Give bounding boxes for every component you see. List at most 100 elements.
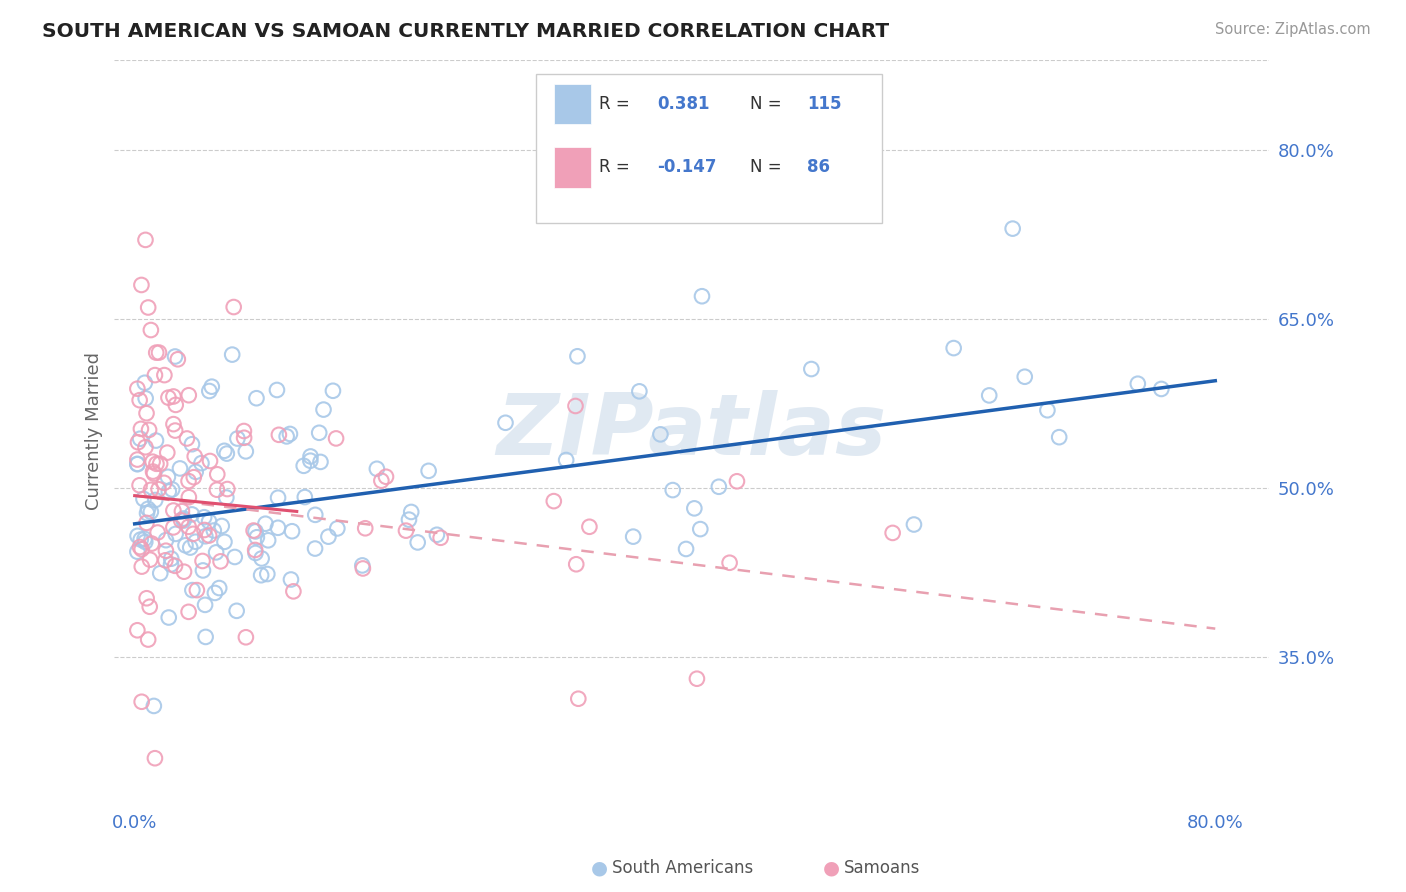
- Point: [127, 382, 149, 396]
- Point: [173, 514, 195, 528]
- Point: [325, 431, 347, 445]
- Point: [280, 573, 302, 587]
- Point: [215, 491, 238, 505]
- Point: [131, 559, 153, 574]
- Text: ●: ●: [591, 858, 607, 878]
- Point: [145, 457, 167, 471]
- Point: [136, 301, 159, 315]
- Point: [222, 300, 245, 314]
- Point: [221, 348, 243, 362]
- Point: [312, 402, 335, 417]
- Point: [155, 533, 177, 548]
- Point: [141, 536, 163, 550]
- Point: [186, 583, 208, 598]
- Point: [180, 508, 202, 522]
- Point: [162, 503, 184, 517]
- Text: South Americans: South Americans: [612, 859, 752, 877]
- Point: [211, 519, 233, 533]
- Point: [149, 566, 172, 581]
- Point: [675, 541, 697, 556]
- Point: [567, 691, 589, 706]
- Point: [136, 501, 159, 516]
- Text: N =: N =: [749, 159, 786, 177]
- Point: [370, 474, 392, 488]
- Point: [177, 474, 200, 488]
- Point: [181, 437, 204, 451]
- Point: [942, 341, 965, 355]
- Point: [139, 552, 162, 566]
- Point: [352, 558, 374, 573]
- Point: [198, 515, 221, 529]
- Point: [194, 598, 217, 612]
- Point: [163, 558, 186, 573]
- Point: [173, 565, 195, 579]
- Point: [406, 535, 429, 549]
- Point: [160, 558, 183, 572]
- FancyBboxPatch shape: [536, 74, 883, 223]
- Point: [135, 392, 157, 406]
- Point: [134, 440, 156, 454]
- Point: [127, 452, 149, 467]
- Point: [426, 528, 449, 542]
- Point: [800, 362, 823, 376]
- Point: [138, 423, 160, 437]
- Point: [134, 376, 156, 390]
- Point: [148, 483, 170, 497]
- Point: [318, 530, 340, 544]
- Point: [162, 417, 184, 431]
- Point: [153, 368, 176, 383]
- Point: [683, 501, 706, 516]
- Point: [309, 455, 332, 469]
- Text: 115: 115: [807, 95, 842, 113]
- Point: [143, 751, 166, 765]
- Point: [204, 586, 226, 600]
- Text: R =: R =: [599, 95, 636, 113]
- Point: [165, 424, 187, 438]
- Point: [395, 524, 418, 538]
- Point: [375, 469, 398, 483]
- Point: [179, 541, 201, 555]
- Point: [127, 529, 149, 543]
- Point: [267, 521, 290, 535]
- Point: [209, 554, 232, 568]
- Point: [233, 431, 256, 445]
- Point: [132, 491, 155, 506]
- Point: [128, 393, 150, 408]
- Point: [418, 464, 440, 478]
- Point: [979, 388, 1001, 402]
- Point: [143, 368, 166, 383]
- Point: [257, 533, 280, 548]
- Point: [146, 525, 169, 540]
- Point: [555, 453, 578, 467]
- Point: [281, 524, 304, 539]
- Point: [135, 406, 157, 420]
- Point: [131, 542, 153, 557]
- Point: [136, 506, 159, 520]
- Point: [184, 465, 207, 479]
- Point: [177, 605, 200, 619]
- Point: [565, 558, 588, 572]
- Point: [198, 528, 221, 542]
- Point: [136, 632, 159, 647]
- Point: [1014, 369, 1036, 384]
- Point: [135, 516, 157, 530]
- Point: [127, 457, 149, 471]
- Point: [718, 556, 741, 570]
- Point: [567, 349, 589, 363]
- Point: [181, 526, 204, 541]
- Point: [235, 444, 257, 458]
- Point: [165, 527, 187, 541]
- FancyBboxPatch shape: [554, 147, 592, 187]
- Point: [246, 530, 269, 544]
- Y-axis label: Currently Married: Currently Married: [86, 352, 103, 510]
- Point: [225, 604, 247, 618]
- Point: [142, 698, 165, 713]
- Point: [183, 450, 205, 464]
- Point: [1126, 376, 1149, 391]
- Point: [398, 513, 420, 527]
- Point: [243, 543, 266, 558]
- Point: [267, 427, 290, 442]
- Point: [177, 520, 200, 534]
- Point: [129, 540, 152, 554]
- Point: [135, 591, 157, 606]
